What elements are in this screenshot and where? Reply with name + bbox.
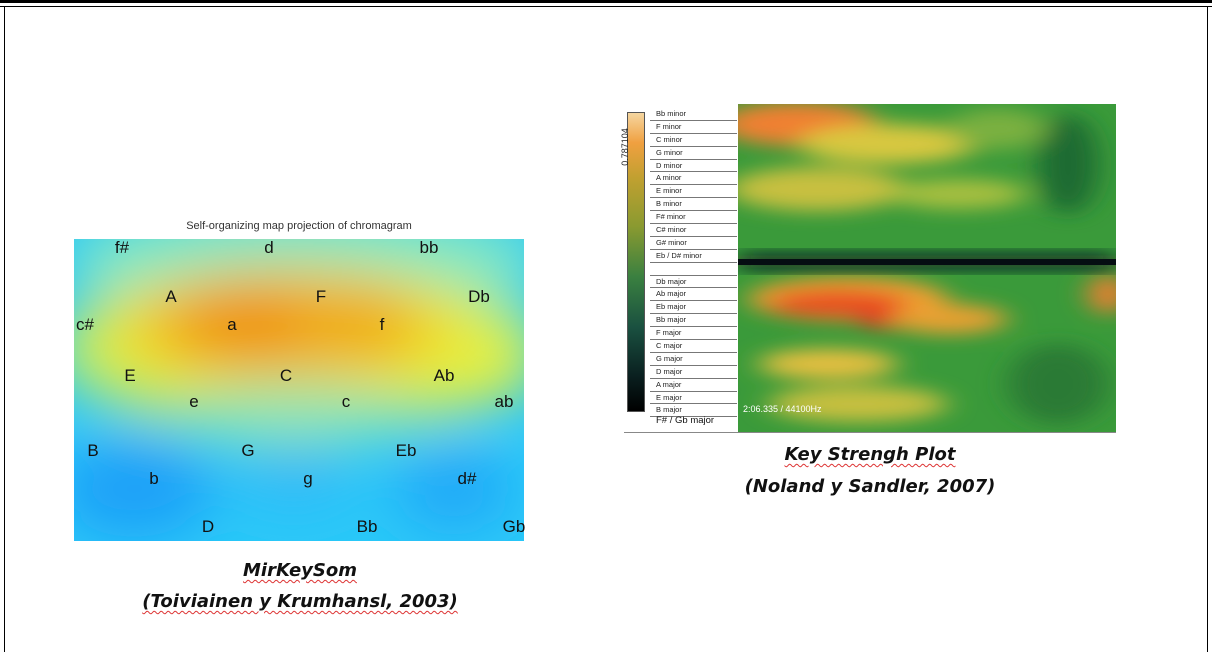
som-key-label: e (189, 392, 199, 411)
som-blob (324, 291, 404, 347)
key-strength-colorbar (627, 112, 645, 412)
som-key-label: Eb (395, 441, 417, 460)
ks-blob (738, 167, 908, 211)
ks-blob (758, 349, 898, 379)
som-key-label: f# (114, 238, 130, 257)
colorbar-max-value: 0.787104 (619, 128, 630, 166)
ks-blob (1008, 344, 1108, 424)
som-key-label: Gb (502, 517, 526, 536)
som-key-label: f (379, 315, 385, 334)
key-bottom-row-label: F# / Gb major (656, 415, 715, 426)
frame-top-border-thin (0, 6, 1212, 7)
ks-blob (798, 124, 978, 164)
som-key-label: D (201, 517, 215, 536)
time-readout: 2:06.335 / 44100Hz (743, 404, 822, 414)
som-key-label: g (303, 469, 313, 488)
som-chart-title: Self-organizing map projection of chroma… (186, 220, 412, 232)
ks-blob (888, 304, 1008, 334)
colorbar-label: 0.787104 (620, 118, 642, 178)
right-caption-line1: Key Strengh Plot (740, 444, 1000, 465)
key-row-label: A major (650, 379, 737, 392)
ks-blob (888, 179, 1028, 209)
som-key-label: ab (494, 392, 514, 411)
som-key-label: Ab (433, 366, 455, 385)
som-blob (434, 334, 524, 404)
ks-blob (768, 386, 948, 422)
key-strength-panel (624, 104, 1116, 433)
key-row-label: F minor (650, 121, 737, 134)
key-row-label: D minor (650, 160, 737, 173)
key-strength-heatmap (738, 104, 1116, 432)
som-heatmap: f# d bb A F Db c# a f E C Ab e c ab B G Eb b g d# D Bb Gb (74, 238, 526, 541)
som-blob (74, 439, 214, 539)
som-key-label: a (227, 315, 237, 334)
key-row-label: G# minor (650, 237, 737, 250)
key-row-label: Eb major (650, 301, 737, 315)
ks-blob (1088, 274, 1116, 314)
right-caption-line1-text: Key Strengh Plot (784, 444, 956, 465)
right-caption-line2-text: (Noland y Sandler, 2007) (744, 476, 996, 497)
key-row-label: G minor (650, 147, 737, 160)
som-key-label: bb (419, 238, 439, 257)
key-strength-heatmap-svg (738, 104, 1116, 432)
som-key-label: b (149, 469, 159, 488)
key-row-label: Db major (650, 276, 737, 289)
key-row-label: G major (650, 353, 737, 366)
som-heatmap-svg (74, 239, 524, 541)
right-caption-line2: (Noland y Sandler, 2007) (720, 476, 1020, 497)
som-key-label: B (87, 441, 99, 460)
key-row-label: A minor (650, 172, 737, 186)
key-row-label: D major (650, 366, 737, 379)
som-blob (234, 444, 354, 504)
key-row-label: E minor (650, 185, 737, 199)
som-blob (394, 449, 514, 529)
key-row-label (650, 263, 737, 276)
som-key-label: c (341, 392, 351, 411)
key-row-label: B major (650, 404, 737, 418)
som-key-label: d# (457, 469, 477, 488)
som-blob (174, 384, 414, 444)
key-row-label: Eb / D# minor (650, 250, 737, 263)
som-key-label: d (264, 238, 274, 257)
key-row-label: E major (650, 392, 737, 405)
key-row-label: Bb major (650, 314, 737, 328)
frame-top-border (0, 0, 1212, 3)
frame-right-border (1207, 7, 1208, 652)
key-row-label: C major (650, 340, 737, 353)
key-row-label: Ab major (650, 288, 737, 302)
som-key-label: Bb (356, 517, 378, 536)
som-key-label: c# (76, 315, 94, 334)
key-row-labels: Bb minor F minor C minor G minor D minor A mi… (650, 108, 737, 418)
ks-blob (948, 109, 1048, 149)
som-key-label: G (241, 441, 255, 460)
key-row-label: B minor (650, 198, 737, 212)
left-caption-line1-text: MirKeySom (243, 560, 357, 581)
left-caption-line1: MirKeySom (200, 560, 400, 581)
som-key-label: F (315, 287, 327, 306)
key-row-label: Bb minor (650, 108, 737, 121)
key-row-label: C minor (650, 134, 737, 147)
ks-blob (1038, 114, 1098, 214)
som-key-label: C (279, 366, 293, 385)
left-caption-line2-text: (Toiviainen y Krumhansl, 2003) (142, 591, 458, 612)
som-key-label: Db (468, 287, 490, 306)
key-row-label: C# minor (650, 224, 737, 237)
key-row-label: F major (650, 327, 737, 341)
frame-left-border (4, 7, 5, 652)
som-blob (179, 289, 309, 359)
left-caption-line2: (Toiviainen y Krumhansl, 2003) (110, 591, 490, 612)
som-key-label: A (165, 287, 177, 306)
ks-divider-core (738, 259, 1116, 265)
key-row-label: F# minor (650, 211, 737, 225)
som-key-label: E (124, 366, 136, 385)
